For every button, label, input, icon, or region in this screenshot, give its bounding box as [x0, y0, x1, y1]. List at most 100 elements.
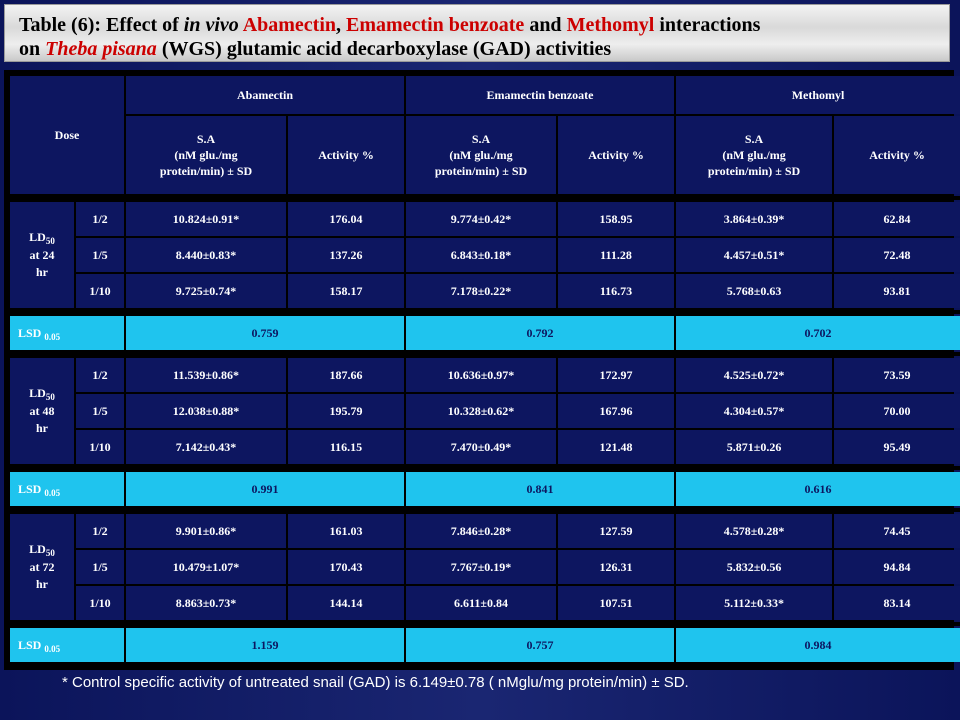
time-at: at 24: [30, 248, 55, 262]
title-bar: Table (6): Effect of in vivo Abamectin, …: [4, 4, 950, 62]
time-unit: hr: [36, 421, 48, 435]
title-species: Theba pisana: [45, 38, 157, 60]
activity-value: 172.97: [558, 358, 674, 392]
activity-value: 62.84: [834, 202, 960, 236]
title-rest: (WGS) glutamic acid decarboxylase (GAD) …: [157, 38, 611, 60]
sa-value: 4.578±0.28*: [676, 514, 832, 548]
sa-value: 6.611±0.84: [406, 586, 556, 620]
activity-value: 170.43: [288, 550, 404, 584]
activity-value: 158.95: [558, 202, 674, 236]
title-suffix: interactions: [654, 14, 760, 36]
activity-value: 116.73: [558, 274, 674, 308]
table-row: 1/10 7.142±0.43* 116.15 7.470±0.49* 121.48 5.…: [10, 430, 960, 464]
activity-value: 111.28: [558, 238, 674, 272]
activity-value: 144.14: [288, 586, 404, 620]
activity-value: 95.49: [834, 430, 960, 464]
header-sa-line3: protein/min) ± SD: [160, 164, 252, 178]
sa-value: 10.824±0.91*: [126, 202, 286, 236]
time-at: at 48: [30, 404, 55, 418]
ld-label: LD: [29, 386, 46, 400]
header-compound-emamectin: Emamectin benzoate: [406, 76, 674, 114]
lsd-value: 0.841: [406, 472, 674, 506]
title-and: and: [524, 14, 566, 36]
ld-label: LD: [29, 230, 46, 244]
lsd-text: LSD: [18, 326, 41, 340]
sa-value: 8.440±0.83*: [126, 238, 286, 272]
activity-value: 70.00: [834, 394, 960, 428]
dose-fraction: 1/2: [76, 358, 124, 392]
activity-value: 121.48: [558, 430, 674, 464]
activity-value: 94.84: [834, 550, 960, 584]
lsd-value: 0.759: [126, 316, 404, 350]
group-gap: [10, 508, 960, 512]
gap-cell: [10, 466, 960, 470]
sa-value: 6.843±0.18*: [406, 238, 556, 272]
lsd-text: LSD: [18, 638, 41, 652]
results-table: Dose Abamectin Emamectin benzoate Methom…: [8, 74, 960, 664]
table-frame: Dose Abamectin Emamectin benzoate Methom…: [4, 70, 954, 670]
header-compound-methomyl: Methomyl: [676, 76, 960, 114]
gap-cell: [10, 310, 960, 314]
header-sa-line1: S.A: [745, 132, 763, 146]
header-sa: S.A (nM glu./mg protein/min) ± SD: [126, 116, 286, 194]
activity-value: 158.17: [288, 274, 404, 308]
activity-value: 126.31: [558, 550, 674, 584]
gap-cell: [10, 352, 960, 356]
lsd-value: 0.991: [126, 472, 404, 506]
time-label: LD50 at 24 hr: [10, 202, 74, 308]
activity-value: 72.48: [834, 238, 960, 272]
activity-value: 74.45: [834, 514, 960, 548]
activity-value: 167.96: [558, 394, 674, 428]
activity-value: 187.66: [288, 358, 404, 392]
header-sa-line1: S.A: [197, 132, 215, 146]
table-row: 1/10 8.863±0.73* 144.14 6.611±0.84 107.51 5.1…: [10, 586, 960, 620]
sa-value: 8.863±0.73*: [126, 586, 286, 620]
group-gap: [10, 622, 960, 626]
activity-value: 176.04: [288, 202, 404, 236]
dose-fraction: 1/5: [76, 394, 124, 428]
header-dose: Dose: [10, 76, 124, 194]
lsd-label: LSD 0.05: [10, 472, 124, 506]
header-sa-line2: (nM glu./mg: [449, 148, 512, 162]
title-comma: ,: [336, 14, 346, 36]
title-in-vivo: in vivo: [184, 14, 239, 36]
activity-value: 161.03: [288, 514, 404, 548]
table-row: 1/5 10.479±1.07* 170.43 7.767±0.19* 126.31 5.…: [10, 550, 960, 584]
activity-value: 83.14: [834, 586, 960, 620]
sa-value: 5.768±0.63: [676, 274, 832, 308]
sa-value: 9.725±0.74*: [126, 274, 286, 308]
time-unit: hr: [36, 265, 48, 279]
sa-value: 5.871±0.26: [676, 430, 832, 464]
dose-fraction: 1/5: [76, 238, 124, 272]
page-title: Table (6): Effect of in vivo Abamectin, …: [19, 13, 949, 61]
dose-fraction: 1/2: [76, 202, 124, 236]
activity-value: 73.59: [834, 358, 960, 392]
lsd-label: LSD 0.05: [10, 628, 124, 662]
header-sa-line1: S.A: [472, 132, 490, 146]
header-compound-abamectin: Abamectin: [126, 76, 404, 114]
dose-fraction: 1/10: [76, 430, 124, 464]
lsd-row: LSD 0.05 0.759 0.792 0.702: [10, 316, 960, 350]
activity-value: 107.51: [558, 586, 674, 620]
header-sa: S.A (nM glu./mg protein/min) ± SD: [406, 116, 556, 194]
sa-value: 5.112±0.33*: [676, 586, 832, 620]
lsd-subscript: 0.05: [44, 488, 60, 498]
header-sa-line3: protein/min) ± SD: [708, 164, 800, 178]
dose-fraction: 1/2: [76, 514, 124, 548]
gap-cell: [10, 508, 960, 512]
ld-subscript: 50: [46, 548, 55, 558]
group-gap: [10, 352, 960, 356]
table-row: LD50 at 48 hr 1/2 11.539±0.86* 187.66 10.636±0…: [10, 358, 960, 392]
lsd-value: 0.792: [406, 316, 674, 350]
table-row: LD50 at 72 hr 1/2 9.901±0.86* 161.03 7.846±0.2…: [10, 514, 960, 548]
ld-label: LD: [29, 542, 46, 556]
title-abamectin: Abamectin: [243, 14, 336, 36]
header-sa-line2: (nM glu./mg: [174, 148, 237, 162]
lsd-value: 0.702: [676, 316, 960, 350]
time-label: LD50 at 72 hr: [10, 514, 74, 620]
title-emamectin: Emamectin benzoate: [346, 14, 524, 36]
title-prefix: Table (6): Effect of: [19, 14, 184, 36]
sa-value: 4.525±0.72*: [676, 358, 832, 392]
dose-fraction: 1/5: [76, 550, 124, 584]
lsd-label: LSD 0.05: [10, 316, 124, 350]
